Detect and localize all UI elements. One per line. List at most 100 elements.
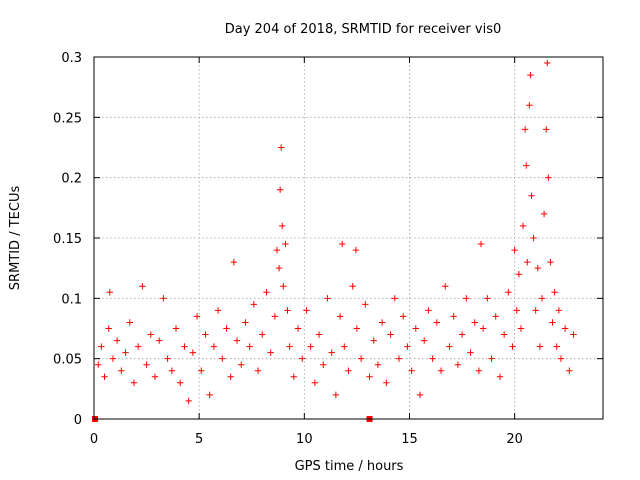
data-point — [349, 283, 356, 290]
axis-ticks — [93, 56, 603, 420]
data-point — [515, 271, 523, 278]
data-point — [286, 343, 293, 350]
x-axis-label: GPS time / hours — [295, 459, 404, 474]
data-point — [210, 343, 218, 350]
data-point — [151, 373, 159, 380]
data-point — [357, 355, 365, 362]
y-axis-label: SRMTID / TECUs — [8, 186, 23, 291]
y-tick-label: 0 — [74, 413, 82, 428]
data-point — [549, 319, 556, 326]
x-tick-label: 0 — [90, 432, 98, 447]
data-point — [202, 331, 209, 338]
data-point — [391, 295, 398, 302]
data-point — [185, 397, 192, 405]
data-point — [450, 313, 457, 320]
data-point — [345, 367, 352, 374]
data-point — [544, 59, 551, 67]
data-point — [488, 355, 495, 362]
data-point — [530, 234, 537, 242]
data-point — [336, 313, 344, 320]
data-point — [463, 295, 470, 302]
data-point — [527, 71, 534, 79]
data-point — [513, 307, 520, 314]
data-point — [95, 361, 102, 368]
y-tick-labels: 0 0.05 0.1 0.15 0.2 0.25 0.3 — [53, 51, 82, 428]
data-point — [198, 367, 205, 374]
data-point — [320, 361, 327, 368]
data-point — [547, 258, 554, 266]
x-tick-label: 10 — [296, 432, 313, 447]
data-point — [246, 343, 253, 350]
data-point — [303, 307, 310, 314]
data-point — [328, 349, 335, 356]
x-tick-labels: 0 5 10 15 20 — [90, 432, 523, 447]
data-point — [242, 319, 249, 326]
data-point — [570, 331, 577, 338]
data-point — [118, 367, 125, 374]
data-point — [98, 343, 105, 350]
data-point — [528, 192, 535, 199]
data-point — [338, 240, 346, 248]
data-point — [496, 373, 504, 380]
data-point — [383, 379, 390, 386]
data-point — [254, 367, 262, 374]
data-point — [263, 289, 270, 296]
data-point — [219, 355, 226, 362]
data-point — [352, 246, 360, 254]
data-point — [509, 343, 516, 350]
data-point — [362, 301, 369, 308]
data-point — [311, 379, 319, 386]
data-point — [399, 313, 407, 320]
data-points — [92, 59, 577, 422]
data-point — [341, 343, 348, 350]
data-point — [471, 319, 478, 326]
data-point — [139, 283, 146, 290]
data-point — [442, 283, 449, 290]
data-point — [374, 361, 382, 368]
data-point — [147, 331, 154, 338]
data-point — [484, 295, 491, 302]
data-point — [168, 367, 176, 374]
data-point — [290, 373, 298, 380]
data-point — [267, 349, 274, 356]
data-point — [193, 313, 201, 320]
data-point — [230, 258, 238, 266]
data-point — [227, 373, 234, 380]
data-point — [551, 289, 558, 296]
data-point — [446, 343, 453, 350]
data-point — [492, 313, 499, 320]
data-point — [404, 343, 411, 350]
data-point — [421, 337, 428, 344]
x-tick-label: 15 — [401, 432, 418, 447]
data-point — [553, 343, 560, 350]
y-tick-label: 0.15 — [53, 232, 82, 247]
data-point — [284, 307, 291, 314]
data-point — [259, 331, 266, 338]
data-point — [282, 240, 289, 248]
data-point — [370, 337, 377, 344]
data-point — [505, 289, 512, 296]
data-point — [412, 325, 420, 332]
data-point — [566, 367, 573, 374]
data-point — [294, 325, 302, 332]
data-point — [416, 391, 424, 399]
data-point — [280, 283, 287, 290]
data-point — [126, 319, 133, 326]
data-point — [106, 289, 113, 296]
data-point — [534, 264, 541, 272]
data-point — [105, 325, 112, 332]
data-point — [206, 391, 213, 399]
data-point — [526, 102, 533, 109]
data-point — [467, 349, 474, 356]
data-point — [477, 240, 485, 248]
data-point — [519, 222, 527, 230]
y-tick-label: 0.2 — [61, 172, 82, 187]
data-point — [277, 144, 285, 151]
data-point — [475, 367, 483, 374]
x-tick-label: 5 — [195, 432, 203, 447]
data-point — [233, 337, 241, 344]
y-tick-label: 0.05 — [53, 353, 82, 368]
data-point — [366, 373, 373, 380]
data-point — [511, 246, 518, 254]
